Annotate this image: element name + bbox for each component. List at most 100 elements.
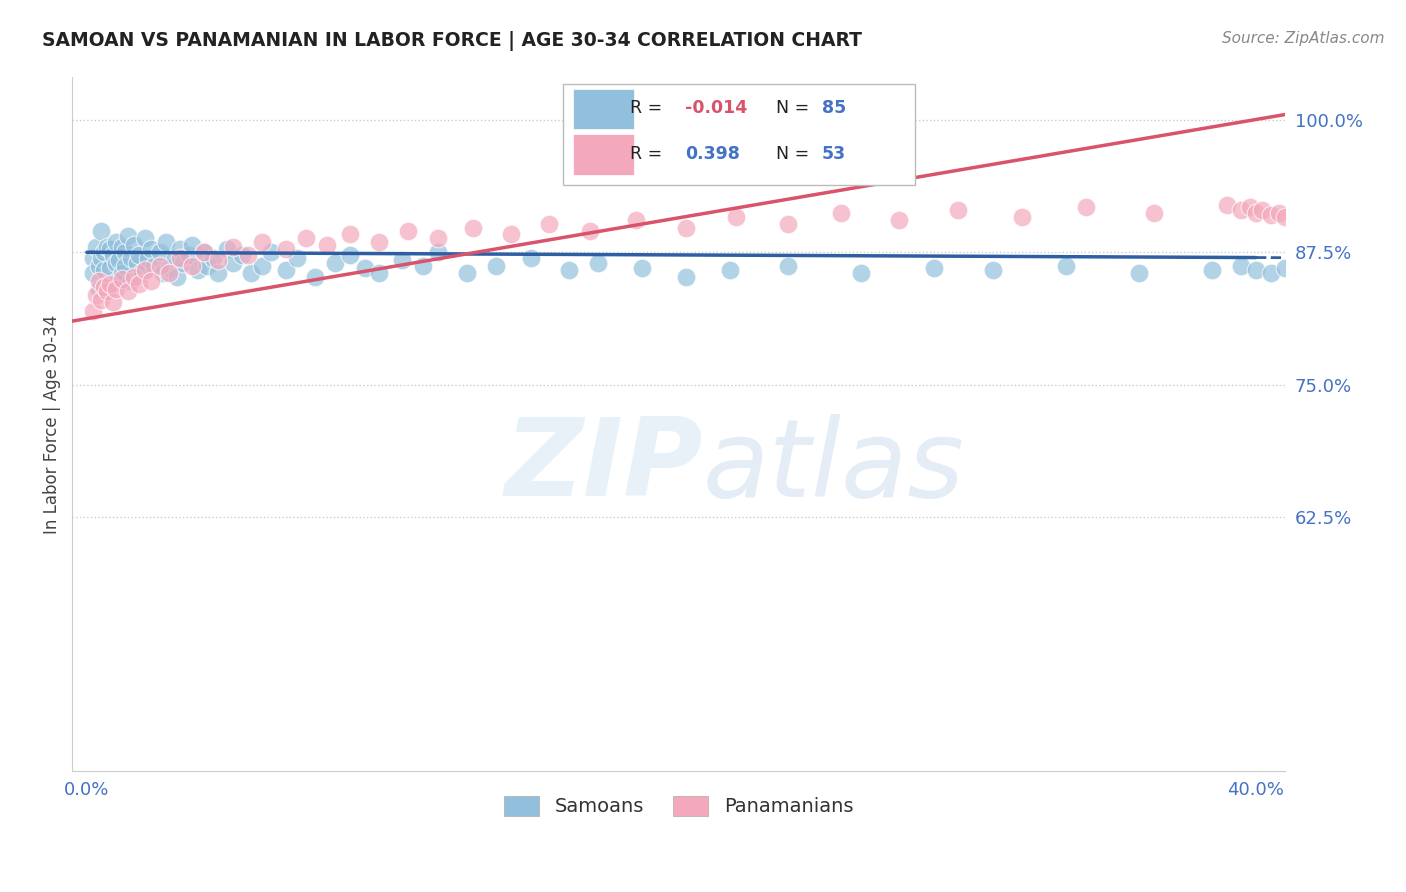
Point bbox=[114, 245, 136, 260]
Point bbox=[485, 259, 508, 273]
Point bbox=[152, 267, 174, 281]
Point bbox=[87, 282, 110, 296]
Point bbox=[285, 251, 308, 265]
Point bbox=[172, 256, 194, 270]
Point bbox=[105, 256, 128, 270]
Point bbox=[323, 256, 346, 270]
Point bbox=[250, 235, 273, 249]
Point bbox=[82, 251, 104, 265]
Point bbox=[558, 263, 581, 277]
Text: atlas: atlas bbox=[703, 414, 965, 518]
Point bbox=[90, 224, 112, 238]
Text: R =: R = bbox=[630, 145, 662, 162]
Point bbox=[101, 295, 124, 310]
Point bbox=[179, 248, 201, 262]
Point bbox=[461, 220, 484, 235]
Point bbox=[84, 240, 107, 254]
Point bbox=[1128, 267, 1150, 281]
Point bbox=[239, 267, 262, 281]
Point bbox=[426, 231, 449, 245]
Point bbox=[98, 277, 121, 291]
Point bbox=[108, 271, 131, 285]
Point bbox=[169, 242, 191, 256]
Text: 53: 53 bbox=[823, 145, 846, 162]
Point bbox=[134, 263, 156, 277]
Point bbox=[93, 245, 115, 260]
Point bbox=[96, 285, 118, 299]
Point bbox=[304, 269, 326, 284]
Point bbox=[274, 263, 297, 277]
Point bbox=[166, 269, 188, 284]
Point bbox=[981, 263, 1004, 277]
Point bbox=[1011, 211, 1033, 225]
Point bbox=[520, 251, 543, 265]
Point bbox=[163, 251, 186, 265]
Point bbox=[1143, 206, 1166, 220]
Point bbox=[222, 240, 245, 254]
Point bbox=[1244, 206, 1267, 220]
Point bbox=[236, 248, 259, 262]
Point bbox=[193, 245, 215, 260]
Point bbox=[128, 248, 150, 262]
Point bbox=[93, 263, 115, 277]
Point bbox=[295, 231, 318, 245]
Point bbox=[353, 261, 375, 276]
Point bbox=[499, 227, 522, 242]
Point bbox=[84, 287, 107, 301]
Point bbox=[675, 269, 697, 284]
Point bbox=[851, 267, 873, 281]
Point bbox=[111, 240, 134, 254]
Point bbox=[207, 267, 229, 281]
Point bbox=[412, 259, 434, 273]
Point bbox=[96, 280, 118, 294]
FancyBboxPatch shape bbox=[574, 89, 634, 129]
Point bbox=[134, 231, 156, 245]
Point bbox=[111, 267, 134, 281]
Point bbox=[117, 285, 139, 299]
Point bbox=[93, 280, 115, 294]
Point bbox=[90, 251, 112, 265]
Point bbox=[718, 263, 741, 277]
Point bbox=[111, 271, 134, 285]
Point bbox=[1239, 200, 1261, 214]
Text: -0.014: -0.014 bbox=[685, 99, 747, 117]
Point bbox=[96, 240, 118, 254]
Point bbox=[136, 251, 159, 265]
Point bbox=[105, 282, 128, 296]
Point bbox=[778, 259, 800, 273]
Point bbox=[128, 277, 150, 291]
FancyBboxPatch shape bbox=[564, 85, 915, 185]
Point bbox=[889, 213, 911, 227]
Point bbox=[537, 217, 560, 231]
Point bbox=[675, 220, 697, 235]
Point bbox=[339, 248, 361, 262]
Point bbox=[105, 235, 128, 249]
Point bbox=[98, 242, 121, 256]
Point bbox=[207, 252, 229, 267]
Point bbox=[260, 245, 283, 260]
Point bbox=[1274, 261, 1296, 276]
Point bbox=[149, 245, 172, 260]
Point bbox=[830, 206, 852, 220]
Point bbox=[90, 293, 112, 307]
Point bbox=[149, 259, 172, 273]
Point bbox=[1268, 206, 1291, 220]
FancyBboxPatch shape bbox=[574, 135, 634, 175]
Point bbox=[157, 261, 180, 276]
Point bbox=[456, 267, 478, 281]
Point bbox=[82, 303, 104, 318]
Point bbox=[1244, 263, 1267, 277]
Text: Source: ZipAtlas.com: Source: ZipAtlas.com bbox=[1222, 31, 1385, 46]
Point bbox=[368, 235, 391, 249]
Point bbox=[274, 242, 297, 256]
Point bbox=[724, 211, 747, 225]
Point bbox=[131, 265, 153, 279]
Point bbox=[139, 274, 162, 288]
Point bbox=[195, 259, 218, 273]
Point bbox=[1250, 202, 1272, 217]
Text: SAMOAN VS PANAMANIAN IN LABOR FORCE | AGE 30-34 CORRELATION CHART: SAMOAN VS PANAMANIAN IN LABOR FORCE | AG… bbox=[42, 31, 862, 51]
Point bbox=[181, 237, 204, 252]
Text: N =: N = bbox=[776, 145, 808, 162]
Point bbox=[201, 251, 224, 265]
Point bbox=[1076, 200, 1098, 214]
